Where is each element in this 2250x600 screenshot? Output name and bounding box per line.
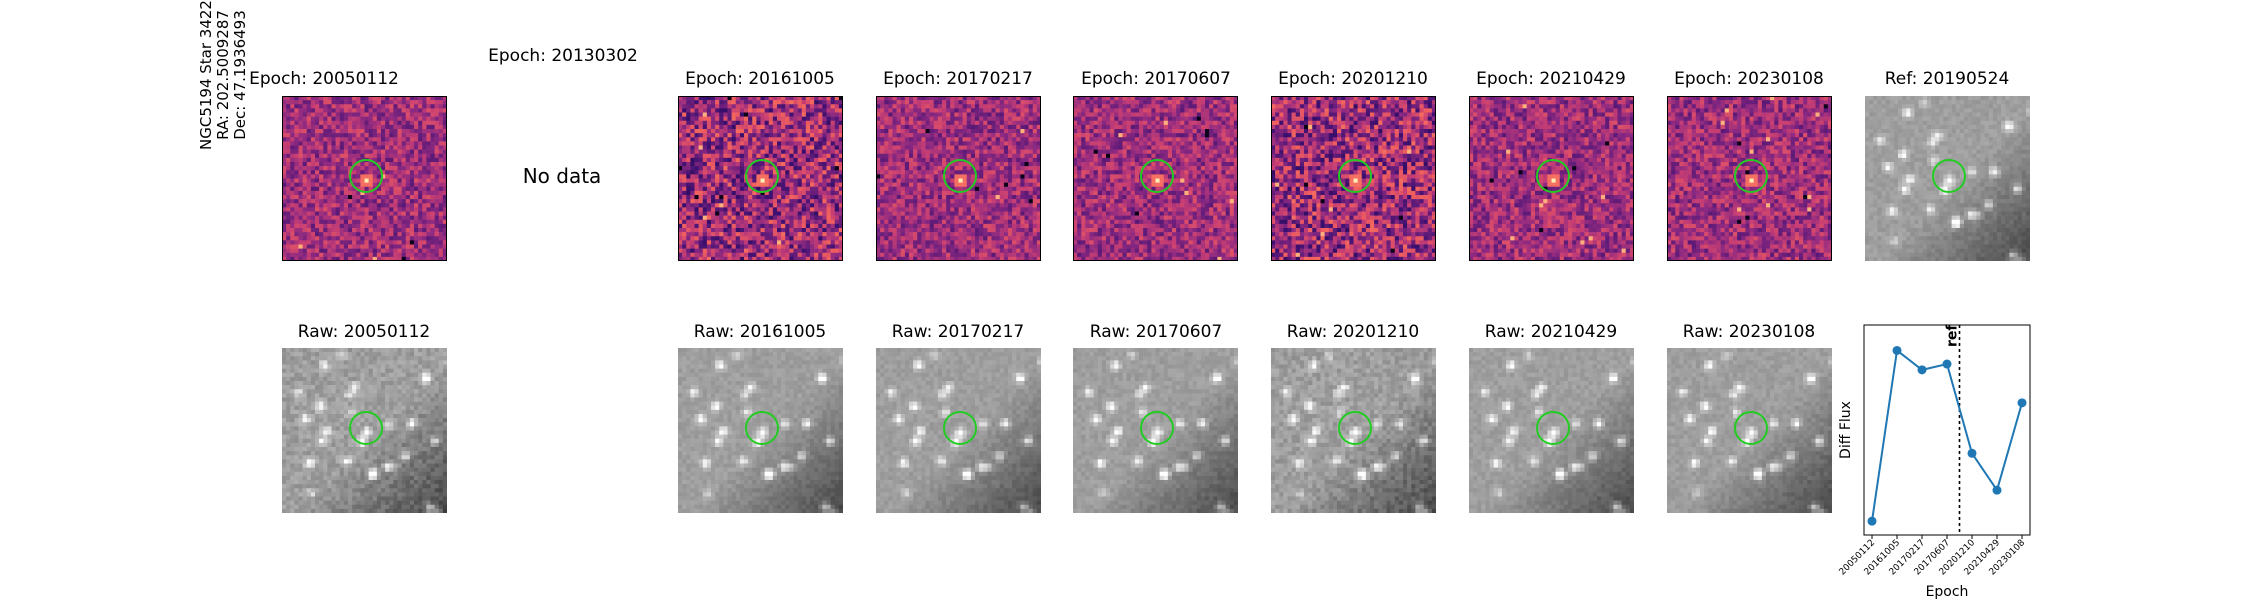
x-tick-label-20050112: 20050112 (1838, 538, 1877, 577)
target-circle (1140, 411, 1174, 445)
bottom-title-3: Raw: 20170217 (838, 322, 1078, 342)
data-point-20170607 (1942, 359, 1952, 369)
ref-marker-label: ref (1945, 324, 1961, 347)
diff-image-20170607 (1073, 96, 1238, 261)
top-title-6: Epoch: 20210429 (1431, 69, 1671, 89)
bottom-title-5: Raw: 20201210 (1233, 322, 1473, 342)
raw-image-20170217 (876, 348, 1041, 513)
target-circle (349, 159, 383, 193)
target-circle (1338, 159, 1372, 193)
raw-image-20050112 (282, 348, 447, 513)
target-circle (745, 411, 779, 445)
x-tick-label-20170217: 20170217 (1888, 538, 1927, 577)
top-title-7: Epoch: 20230108 (1629, 69, 1869, 89)
data-point-20161005 (1892, 345, 1902, 355)
raw-image-20201210 (1271, 348, 1436, 513)
data-point-20170217 (1917, 365, 1927, 375)
x-axis-label: Epoch (1926, 584, 1969, 600)
light-curve-frame (1863, 324, 2031, 536)
target-circle (1140, 159, 1174, 193)
diff-image-20201210 (1271, 96, 1436, 261)
target-circle (1932, 159, 1966, 193)
x-tick-label-20201210: 20201210 (1938, 538, 1978, 578)
bottom-title-7: Raw: 20230108 (1629, 322, 1869, 342)
top-title-2: Epoch: 20161005 (640, 69, 880, 89)
ref-image-20190524 (1865, 96, 2030, 261)
bottom-title-0: Raw: 20050112 (244, 322, 484, 342)
y-axis-label: Diff Flux (1838, 401, 1854, 459)
raw-image-20230108 (1667, 348, 1832, 513)
data-point-20230108 (2017, 398, 2027, 408)
x-tick-label-20210429: 20210429 (1963, 538, 2003, 578)
no-data-text: No data (462, 164, 662, 188)
data-point-20201210 (1967, 448, 1977, 458)
target-circle (1734, 411, 1768, 445)
raw-image-20210429 (1469, 348, 1634, 513)
light-curve-line (1871, 348, 2023, 522)
target-circle (943, 411, 977, 445)
target-circle (1734, 159, 1768, 193)
target-circle (349, 411, 383, 445)
data-point-20050112 (1867, 516, 1877, 526)
top-title-5: Epoch: 20201210 (1233, 69, 1473, 89)
top-title-4: Epoch: 20170607 (1036, 69, 1276, 89)
diff-image-20161005 (678, 96, 843, 261)
target-circle (1338, 411, 1372, 445)
target-circle (1536, 411, 1570, 445)
target-circle (745, 159, 779, 193)
diff-image-20050112 (282, 96, 447, 261)
diff-image-20170217 (876, 96, 1041, 261)
top-title-0: Epoch: 20050112 (204, 69, 444, 89)
raw-image-20161005 (678, 348, 843, 513)
x-tick-label-20161005: 20161005 (1863, 538, 1902, 577)
raw-image-20170607 (1073, 348, 1238, 513)
top-title-1: Epoch: 20130302 (443, 46, 683, 66)
diff-image-20210429 (1469, 96, 1634, 261)
target-circle (943, 159, 977, 193)
target-circle (1536, 159, 1570, 193)
diff-image-20230108 (1667, 96, 1832, 261)
x-tick-label-20230108: 20230108 (1988, 538, 2028, 578)
bottom-title-6: Raw: 20210429 (1431, 322, 1671, 342)
top-title-3: Epoch: 20170217 (838, 69, 1078, 89)
top-title-8: Ref: 20190524 (1827, 69, 2067, 89)
bottom-title-4: Raw: 20170607 (1036, 322, 1276, 342)
data-point-20210429 (1992, 485, 2002, 495)
x-tick-label-20170607: 20170607 (1913, 538, 1952, 577)
bottom-title-2: Raw: 20161005 (640, 322, 880, 342)
